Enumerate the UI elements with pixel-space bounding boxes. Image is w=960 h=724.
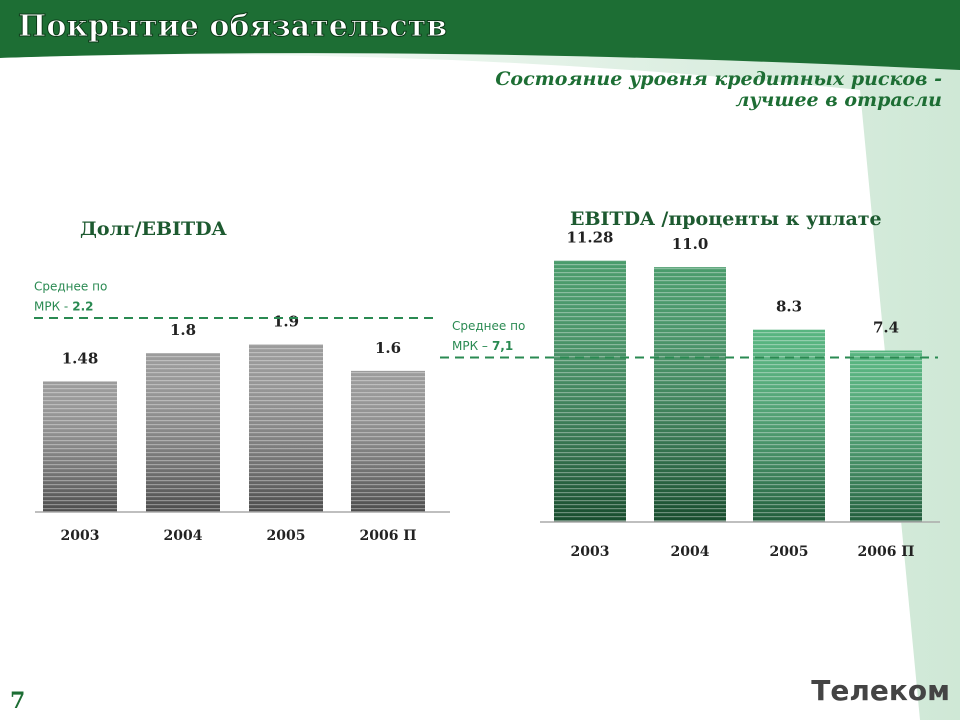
- x-tick-label: 2003: [61, 528, 100, 544]
- reference-value: 7,1: [492, 339, 513, 353]
- bar-stripes: [351, 370, 425, 512]
- reference-label: Среднее по: [34, 279, 107, 293]
- data-label: 1.6: [375, 339, 401, 357]
- bar-stripes: [146, 353, 220, 512]
- chart-title: EBITDA /проценты к уплате: [570, 208, 882, 230]
- bar-stripes: [43, 381, 117, 512]
- content-panel: [0, 54, 920, 720]
- subtitle: Состояние уровня кредитных рисков -: [495, 68, 942, 90]
- reference-label: МРК –: [452, 339, 488, 353]
- slide-title: Покрытие обязательств: [18, 9, 447, 44]
- reference-value: 2.2: [72, 299, 93, 313]
- bar-stripes: [654, 267, 726, 522]
- x-tick-label: 2006 П: [857, 544, 914, 560]
- x-tick-label: 2003: [571, 544, 610, 560]
- bar-stripes: [850, 350, 922, 522]
- data-label: 1.9: [273, 312, 299, 330]
- x-tick-label: 2006 П: [359, 528, 416, 544]
- bar-stripes: [554, 260, 626, 522]
- x-tick-label: 2004: [164, 528, 203, 544]
- bar-stripes: [753, 329, 825, 522]
- page-number: 7: [10, 688, 25, 714]
- logo: Телеком: [811, 674, 950, 707]
- data-label: 8.3: [776, 298, 802, 316]
- x-tick-label: 2005: [267, 528, 306, 544]
- data-label: 1.8: [170, 321, 196, 339]
- bar-stripes: [249, 344, 323, 512]
- data-label: 1.48: [62, 349, 99, 367]
- reference-label: Среднее по: [452, 319, 525, 333]
- x-tick-label: 2004: [671, 544, 710, 560]
- data-label: 7.4: [873, 319, 899, 337]
- subtitle: лучшее в отрасли: [735, 89, 942, 111]
- data-label: 11.0: [672, 235, 709, 253]
- data-label: 11.28: [567, 229, 614, 247]
- reference-label: МРК -: [34, 299, 68, 313]
- x-tick-label: 2005: [770, 544, 809, 560]
- chart-title: Долг/EBITDA: [80, 218, 227, 240]
